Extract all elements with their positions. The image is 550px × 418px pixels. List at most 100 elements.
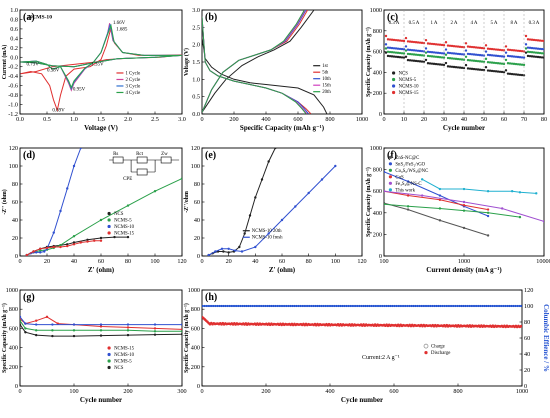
coulombic-point — [239, 304, 242, 308]
y-tick-label: 0 — [197, 253, 200, 260]
data-point — [420, 178, 424, 181]
x-tick-label: 80 — [125, 258, 131, 265]
y-tick-label: 0.2 — [10, 45, 18, 52]
data-point — [392, 55, 396, 58]
panel-a: (a) 0.0 0.5 1.0 1.5 2.0 2.5 3.0 -1.2 -1.0 -0.8 -0.6… — [1, 7, 186, 132]
data-point — [406, 208, 410, 211]
data-point — [426, 50, 430, 54]
data-point — [79, 148, 82, 150]
data-point — [510, 190, 514, 193]
plot-frame — [201, 289, 523, 387]
data-point — [488, 47, 492, 51]
data-point — [99, 239, 103, 242]
coulombic-point — [226, 304, 229, 308]
plot-area — [207, 148, 337, 256]
data-point — [426, 62, 430, 65]
data-point — [267, 160, 270, 163]
coulombic-point — [374, 304, 377, 308]
coulombic-point — [360, 304, 363, 308]
data-point — [434, 62, 438, 66]
coulombic-point — [326, 304, 329, 308]
data-point — [500, 55, 504, 58]
coulombic-point — [429, 304, 432, 308]
data-point — [432, 55, 436, 58]
coulombic-point — [454, 304, 457, 308]
data-point — [520, 49, 524, 53]
x-tick-label: 1000 — [516, 388, 528, 395]
data-point — [478, 68, 482, 71]
y-tick-label: 1.0 — [10, 7, 18, 14]
y-tick-label: 3.0 — [192, 7, 200, 14]
data-point — [446, 65, 450, 68]
panel-d: (d) 0 20 40 60 80 100 120 0 20 40 60 80 100 120 Z' (ohm… — [1, 145, 187, 274]
y-axis-label: Specific Capacity (mAh g⁻¹) — [365, 27, 372, 97]
circuit-label: Zw — [161, 152, 168, 157]
data-point — [496, 48, 500, 51]
data-point — [468, 45, 472, 49]
data-point — [500, 48, 504, 52]
data-point — [440, 63, 444, 66]
y-tick-label: 20 — [194, 235, 200, 242]
x-tick-label: 3.0 — [178, 116, 186, 123]
coulombic-point — [310, 304, 313, 308]
data-point — [35, 323, 38, 326]
coulombic-point — [206, 304, 210, 308]
data-point — [460, 53, 464, 56]
y-tick-label: 600 — [9, 325, 18, 332]
data-point — [482, 47, 486, 50]
data-point — [406, 52, 410, 56]
legend-entry: Discharge — [431, 351, 450, 356]
coulombic-point — [398, 304, 402, 308]
data-point — [400, 47, 404, 51]
y-tick-label: 200 — [191, 364, 200, 371]
coulombic-point — [243, 304, 246, 308]
x-tick-label: 20 — [421, 116, 427, 123]
data-point — [408, 59, 412, 62]
data-point — [406, 194, 410, 197]
x-tick-label: 600 — [389, 388, 398, 395]
data-point — [444, 41, 448, 44]
coulombic-point — [231, 304, 235, 308]
x-axis-label: Specific Capacity (mAh g⁻¹) — [240, 124, 325, 132]
coulombic-point — [312, 304, 315, 308]
data-point — [474, 68, 478, 71]
data-point — [532, 51, 536, 54]
data-point — [238, 245, 241, 249]
data-point — [470, 67, 474, 71]
coulombic-point — [381, 304, 384, 308]
x-tick-label: 2.5 — [151, 116, 159, 123]
data-point — [414, 49, 418, 52]
data-point — [436, 51, 440, 55]
x-axis-label: Z' (ohm) — [269, 266, 296, 274]
data-point — [408, 48, 412, 52]
coulombic-point — [350, 304, 354, 308]
legend-swatch — [107, 365, 111, 370]
data-point — [464, 55, 468, 58]
data-point — [444, 53, 448, 56]
coulombic-point — [306, 304, 310, 308]
y-tick-label: 0.8 — [10, 16, 18, 23]
coulombic-point — [279, 304, 283, 308]
data-point — [416, 53, 420, 57]
data-point — [462, 209, 466, 212]
data-point — [460, 45, 464, 49]
data-point — [518, 73, 522, 77]
x-tick-label: 400 — [261, 116, 270, 123]
data-point — [396, 55, 400, 59]
legend-swatch — [107, 352, 111, 357]
data-point — [444, 48, 448, 51]
data-point — [438, 194, 442, 197]
data-point — [458, 45, 462, 49]
data-point — [66, 244, 69, 248]
y-tick-label: 0 — [197, 383, 200, 390]
y2-tick-label: 100 — [524, 303, 533, 310]
data-point — [462, 187, 466, 191]
data-point — [492, 61, 496, 65]
annotation: 0.73V — [26, 62, 39, 67]
x-tick-label: 70 — [521, 116, 527, 123]
legend-entry: NCMS-5 — [114, 218, 132, 223]
data-point — [39, 249, 42, 252]
equivalent-circuit: Rs Rct Zw CPE — [109, 152, 180, 182]
